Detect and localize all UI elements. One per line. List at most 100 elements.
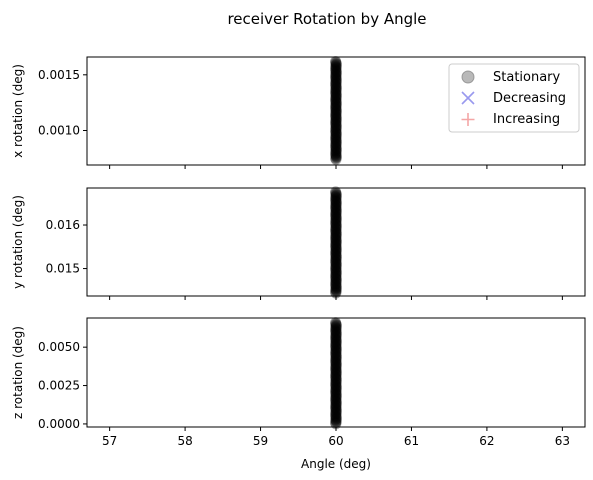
data-point: [330, 232, 342, 244]
data-point: [330, 353, 342, 365]
data-point: [330, 328, 342, 340]
data-point: [330, 196, 342, 208]
data-point: [330, 228, 342, 240]
legend-marker-x: [461, 91, 475, 105]
data-point: [330, 87, 342, 99]
data-point: [330, 334, 342, 346]
data-point: [330, 352, 342, 364]
data-point: [330, 404, 342, 416]
data-point: [330, 118, 342, 130]
data-point: [330, 151, 342, 163]
data-point: [330, 274, 342, 286]
legend-marker-circle: [461, 70, 475, 84]
data-point: [330, 278, 342, 290]
data-point: [330, 149, 342, 161]
data-point: [330, 389, 342, 401]
data-point: [330, 354, 342, 366]
data-point: [330, 97, 342, 109]
data-point: [330, 380, 342, 392]
x-tick-label: 63: [555, 434, 570, 448]
data-point: [330, 347, 342, 359]
data-point: [330, 105, 342, 117]
data-point: [330, 399, 342, 411]
data-point: [330, 406, 342, 418]
data-point: [330, 219, 342, 231]
y-axis-label: y rotation (deg): [11, 195, 25, 289]
data-point: [330, 129, 342, 141]
data-point: [330, 131, 342, 143]
y-tick-label: 0.0015: [38, 68, 80, 82]
data-point: [330, 152, 342, 164]
data-point: [330, 263, 342, 275]
data-point: [330, 69, 342, 81]
data-point: [330, 398, 342, 410]
data-point: [330, 340, 342, 352]
data-point: [330, 382, 342, 394]
y-tick-label: 0.0050: [38, 340, 80, 354]
chart-title: receiver Rotation by Angle: [227, 10, 426, 28]
data-point: [330, 234, 342, 246]
data-point: [330, 213, 342, 225]
data-point: [330, 394, 342, 406]
data-point: [330, 95, 342, 107]
data-point: [330, 208, 342, 220]
legend-label-stationary: Stationary: [493, 70, 561, 85]
data-point: [330, 68, 342, 80]
data-point: [330, 391, 342, 403]
data-point: [330, 108, 342, 120]
data-point: [330, 238, 342, 250]
data-point: [330, 62, 342, 74]
data-point: [330, 390, 342, 402]
data-point: [330, 189, 342, 201]
data-point: [330, 102, 342, 114]
data-point: [330, 378, 342, 390]
data-point: [330, 227, 342, 239]
data-point: [330, 135, 342, 147]
x-tick-label: 62: [479, 434, 494, 448]
legend-item-increasing: Increasing: [461, 112, 560, 127]
data-point: [330, 260, 342, 272]
data-point: [330, 327, 342, 339]
y-tick-label: 0.0025: [38, 379, 80, 393]
data-point: [330, 358, 342, 370]
data-point: [330, 344, 342, 356]
data-point: [330, 244, 342, 256]
data-point: [330, 250, 342, 262]
data-point: [330, 323, 342, 335]
data-point: [330, 363, 342, 375]
data-point: [330, 107, 342, 119]
data-point: [330, 136, 342, 148]
data-point: [330, 242, 342, 254]
data-point: [330, 139, 342, 151]
data-point: [330, 322, 342, 334]
data-point: [330, 194, 342, 206]
y-tick-label: 0.016: [46, 218, 80, 232]
data-point: [330, 417, 342, 429]
data-point: [330, 84, 342, 96]
x-axis-label: Angle (deg): [301, 457, 371, 471]
data-point: [330, 268, 342, 280]
data-point: [330, 346, 342, 358]
legend-label-decreasing: Decreasing: [493, 91, 566, 106]
data-point: [330, 222, 342, 234]
data-point: [330, 202, 342, 214]
x-tick-label: 60: [328, 434, 343, 448]
data-point: [330, 383, 342, 395]
data-point: [330, 82, 342, 94]
data-point: [330, 374, 342, 386]
data-point: [330, 361, 342, 373]
data-point: [330, 375, 342, 387]
data-point: [330, 55, 342, 67]
data-point: [330, 241, 342, 253]
data-point: [330, 279, 342, 291]
data-point: [330, 88, 342, 100]
data-point: [330, 324, 342, 336]
x-tick-label: 61: [404, 434, 419, 448]
data-point: [330, 366, 342, 378]
data-points: [330, 55, 342, 165]
data-point: [330, 193, 342, 205]
data-point: [330, 369, 342, 381]
data-point: [330, 73, 342, 85]
data-point: [330, 119, 342, 131]
data-point: [330, 226, 342, 238]
